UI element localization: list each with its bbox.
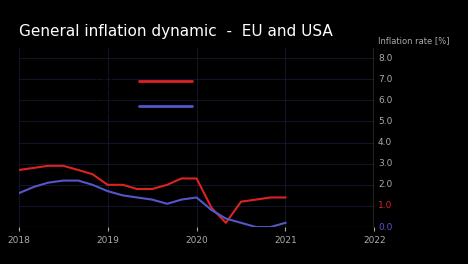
Text: Inflation rate [%]: Inflation rate [%] <box>378 36 449 45</box>
Text: 1.0: 1.0 <box>378 201 392 210</box>
Text: 4.0: 4.0 <box>378 138 392 147</box>
Text: 3.0: 3.0 <box>378 159 392 168</box>
Text: 6.0: 6.0 <box>378 96 392 105</box>
Text: 🇪🇺: 🇪🇺 <box>94 98 112 113</box>
Text: General inflation dynamic  -  EU and USA: General inflation dynamic - EU and USA <box>19 24 332 39</box>
Text: 8.0: 8.0 <box>378 54 392 63</box>
Text: 7.0: 7.0 <box>378 75 392 84</box>
Text: 2.0: 2.0 <box>378 180 392 189</box>
Text: 5.0: 5.0 <box>378 117 392 126</box>
Text: 🇺🇸: 🇺🇸 <box>94 74 112 89</box>
Text: 0.0: 0.0 <box>378 223 392 232</box>
